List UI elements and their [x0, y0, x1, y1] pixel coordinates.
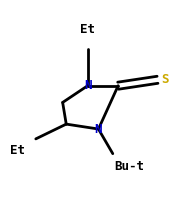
- Text: Bu-t: Bu-t: [114, 160, 144, 173]
- Text: N: N: [84, 79, 91, 92]
- Text: N: N: [95, 123, 102, 136]
- Text: Et: Et: [10, 144, 25, 157]
- Text: S: S: [161, 73, 168, 86]
- Text: Et: Et: [80, 23, 95, 36]
